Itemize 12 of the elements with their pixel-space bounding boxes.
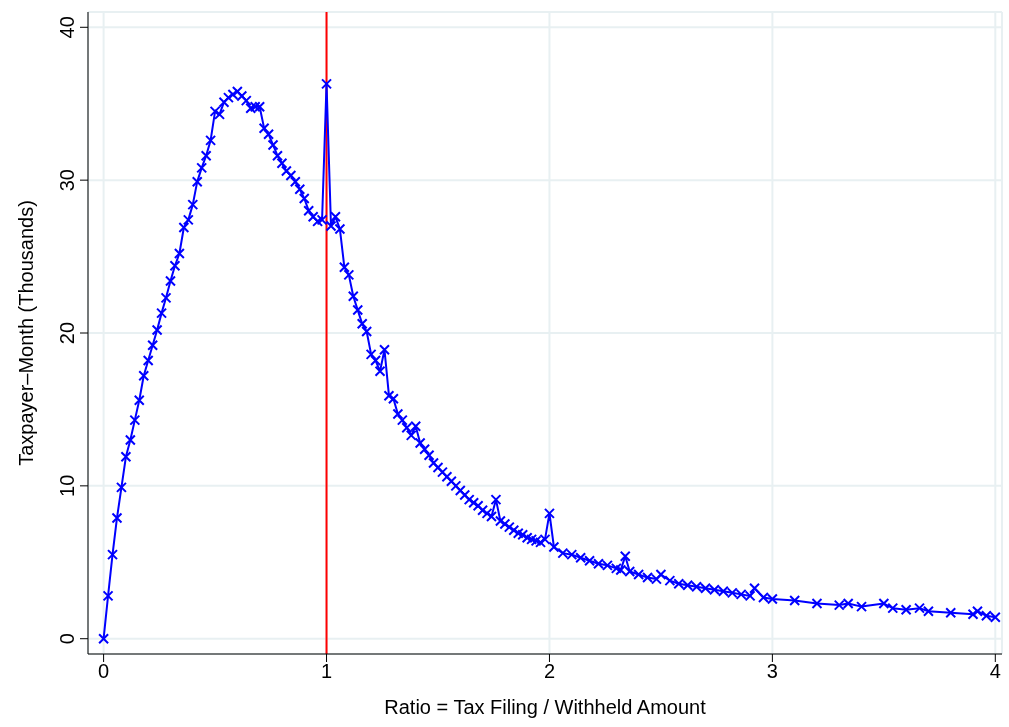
y-tick-label: 40 — [56, 16, 78, 39]
x-tick-label: 3 — [766, 660, 778, 683]
y-tick-label: 20 — [56, 321, 78, 345]
x-tick-label: 0 — [98, 660, 110, 683]
x-tick-label: 4 — [989, 660, 1001, 683]
x-tick-label: 1 — [320, 660, 333, 683]
x-axis-title: Ratio = Tax Filing / Withheld Amount — [384, 696, 707, 718]
y-tick-label: 0 — [56, 633, 78, 645]
x-tick-label: 2 — [543, 660, 556, 683]
y-axis-title: Taxpayer–Month (Thousands) — [15, 200, 38, 466]
y-tick-label: 10 — [56, 474, 78, 497]
y-tick-label: 30 — [56, 169, 78, 192]
